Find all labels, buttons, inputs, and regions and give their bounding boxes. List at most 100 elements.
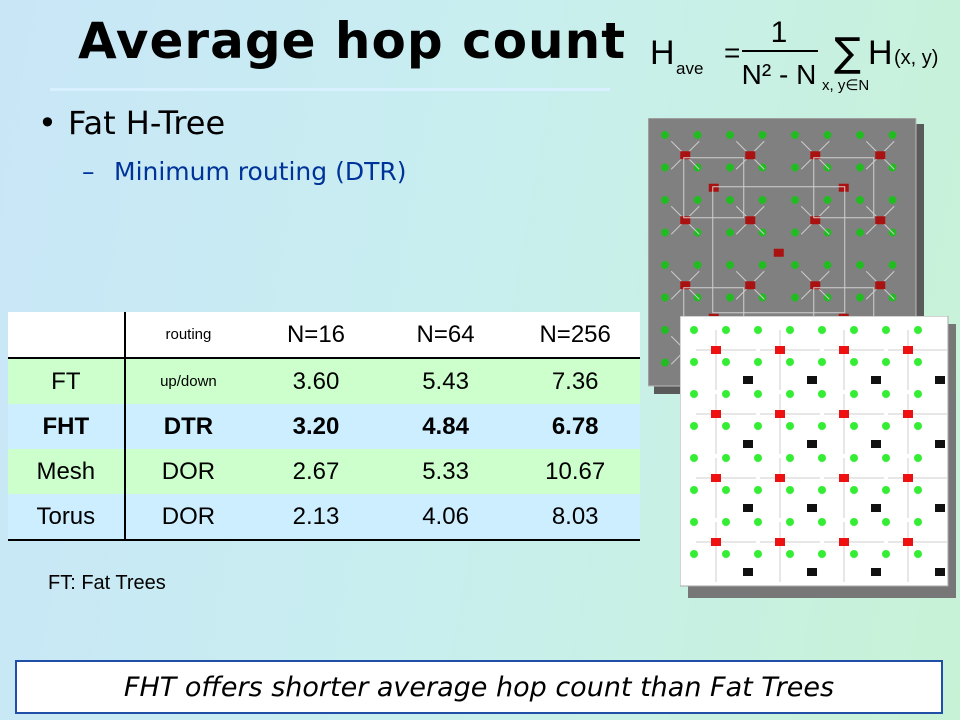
switch-square — [935, 568, 945, 576]
bullet-text: Fat H-Tree — [68, 104, 226, 142]
node-dot — [882, 326, 890, 334]
node-dot — [914, 518, 922, 526]
switch-square — [903, 538, 913, 546]
node-dot — [722, 422, 730, 430]
formula-sum-symbol: ∑ — [834, 30, 861, 76]
sub-bullet-text: Minimum routing (DTR) — [114, 157, 407, 186]
table-row: Torus DOR 2.13 4.06 8.03 — [8, 494, 640, 541]
switch-square — [743, 440, 753, 448]
switch-square — [807, 568, 817, 576]
node-dot — [882, 422, 890, 430]
routing-cell: up/down — [124, 358, 252, 404]
node-dot — [791, 196, 799, 204]
value-cell: 6.78 — [510, 404, 640, 449]
node-dot — [856, 131, 864, 139]
node-dot — [856, 293, 864, 302]
node-dot — [786, 486, 794, 494]
formula-numerator: 1 — [771, 16, 788, 49]
node-dot — [818, 486, 826, 494]
switch-square — [775, 474, 785, 482]
switch-square — [871, 568, 881, 576]
node-dot — [850, 518, 858, 526]
bullet-dot-icon: • — [38, 104, 57, 142]
routing-cell: DOR — [124, 449, 252, 494]
node-dot — [693, 131, 702, 139]
node-dot — [754, 358, 762, 366]
node-dot — [882, 358, 890, 366]
footnote: FT: Fat Trees — [48, 572, 166, 594]
node-dot — [856, 261, 864, 269]
switch-square — [680, 281, 691, 290]
node-dot — [882, 518, 890, 526]
node-dot — [690, 422, 698, 430]
node-dot — [661, 228, 669, 237]
value-cell: 4.84 — [380, 404, 511, 449]
switch-square — [807, 376, 817, 384]
node-dot — [726, 293, 734, 302]
link-frame — [683, 157, 745, 219]
node-dot — [690, 518, 698, 526]
header-cell: routing — [124, 312, 252, 359]
switch-square — [875, 216, 886, 225]
formula-lhs-sub: ave — [676, 59, 703, 78]
node-dot — [786, 358, 794, 366]
table-row: FHT DTR 3.20 4.84 6.78 — [8, 404, 640, 449]
node-dot — [882, 550, 890, 558]
node-dot — [791, 131, 799, 139]
value-cell: 10.67 — [510, 449, 640, 494]
switch-square — [708, 183, 719, 192]
node-dot — [791, 228, 799, 237]
node-dot — [818, 454, 826, 462]
dash-icon: – — [82, 157, 95, 186]
node-dot — [791, 163, 799, 172]
switch-square — [711, 538, 721, 546]
node-dot — [754, 518, 762, 526]
node-dot — [850, 550, 858, 558]
node-dot — [690, 550, 698, 558]
switch-square — [839, 538, 849, 546]
node-dot — [888, 261, 897, 269]
node-dot — [690, 390, 698, 398]
header-cell: N=256 — [510, 312, 640, 359]
switch-square — [810, 151, 821, 160]
node-dot — [888, 131, 897, 139]
node-dot — [754, 454, 762, 462]
node-dot — [823, 131, 832, 139]
node-dot — [823, 196, 832, 204]
switch-square — [903, 346, 913, 354]
hop-count-table: routing N=16 N=64 N=256 FT up/down 3.60 … — [8, 312, 640, 541]
node-dot — [850, 454, 858, 462]
node-dot — [722, 486, 730, 494]
node-dot — [786, 326, 794, 334]
node-dot — [726, 196, 734, 204]
switch-square — [743, 504, 753, 512]
node-dot — [786, 454, 794, 462]
node-dot — [661, 196, 669, 204]
node-dot — [914, 326, 922, 334]
switch-square — [875, 281, 886, 290]
node-dot — [690, 358, 698, 366]
node-dot — [722, 518, 730, 526]
switch-square — [743, 568, 753, 576]
node-dot — [856, 196, 864, 204]
formula-term-args: (x, y) — [894, 47, 938, 69]
switch-square — [875, 151, 886, 160]
node-dot — [726, 163, 734, 172]
node-dot — [786, 518, 794, 526]
node-dot — [722, 390, 730, 398]
node-dot — [856, 163, 864, 172]
node-dot — [850, 326, 858, 334]
header-cell — [8, 312, 126, 359]
switch-square — [810, 216, 821, 225]
value-cell: 3.60 — [251, 358, 381, 404]
switch-square — [711, 474, 721, 482]
node-dot — [856, 228, 864, 237]
node-dot — [722, 550, 730, 558]
node-dot — [914, 422, 922, 430]
node-dot — [693, 261, 702, 269]
node-dot — [818, 550, 826, 558]
value-cell: 2.13 — [251, 494, 381, 541]
node-dot — [661, 293, 669, 302]
node-dot — [786, 422, 794, 430]
switch-square — [745, 216, 756, 225]
